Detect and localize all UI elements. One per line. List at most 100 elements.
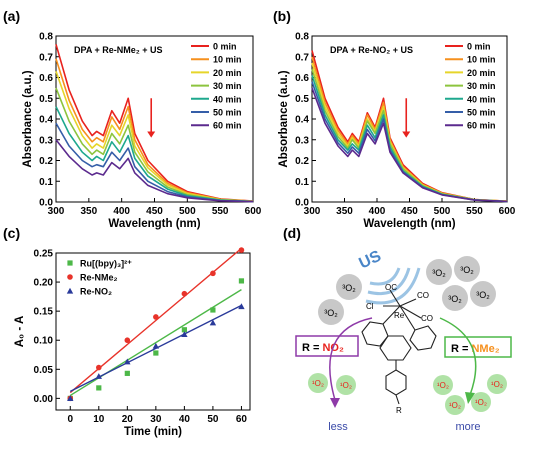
svg-text:¹O₂: ¹O₂ bbox=[491, 380, 503, 389]
y-tick-label: 0.00 bbox=[34, 394, 54, 405]
singlet-oxygen-right-2: ¹O₂ bbox=[487, 374, 507, 394]
data-point-circle bbox=[210, 270, 216, 277]
data-point-triangle bbox=[238, 303, 245, 310]
y-tick-label: 0.5 bbox=[295, 94, 309, 105]
legend-label: 0 min bbox=[467, 42, 491, 52]
x-tick-label: 350 bbox=[80, 206, 97, 217]
x-tick-label: 500 bbox=[434, 206, 451, 217]
x-tick-label: 50 bbox=[207, 414, 219, 425]
y-tick-label: 0.1 bbox=[39, 177, 53, 188]
legend-label: 50 min bbox=[213, 108, 242, 118]
triplet-oxygen-right-3: ³O₂ bbox=[442, 285, 468, 311]
more-label: more bbox=[455, 421, 480, 433]
x-tick-label: 40 bbox=[179, 414, 191, 425]
legend-label: Re-NO₂ bbox=[80, 287, 112, 297]
y-tick-label: 0.5 bbox=[39, 94, 53, 105]
legend-label: 60 min bbox=[213, 121, 242, 131]
series-line-60-min bbox=[311, 87, 508, 203]
decrease-arrow-head bbox=[147, 131, 156, 138]
svg-text:¹O₂: ¹O₂ bbox=[449, 401, 461, 410]
legend-label: Re-NMe₂ bbox=[80, 273, 118, 283]
metal-label: Re bbox=[394, 311, 405, 320]
purple-arrow bbox=[329, 317, 373, 401]
y-tick-label: 0.2 bbox=[39, 156, 53, 167]
x-tick-label: 400 bbox=[113, 206, 130, 217]
series-line-60-min bbox=[55, 139, 254, 203]
triplet-oxygen-right-1: ³O₂ bbox=[426, 259, 452, 285]
fit-line bbox=[69, 247, 242, 394]
x-tick-label: 550 bbox=[466, 206, 483, 217]
legend-label: 10 min bbox=[213, 55, 242, 65]
y-tick-label: 0.2 bbox=[295, 156, 309, 167]
y-tick-label: 0.6 bbox=[39, 73, 53, 84]
singlet-oxygen-right-4: ¹O₂ bbox=[471, 392, 491, 412]
series-line-50-min bbox=[55, 122, 254, 203]
r-nme2-box bbox=[444, 336, 512, 358]
ligand-cl-label: Cl bbox=[366, 302, 374, 311]
svg-text:³O₂: ³O₂ bbox=[342, 283, 356, 293]
legend-marker bbox=[67, 274, 73, 280]
fit-line bbox=[69, 289, 242, 397]
data-point-square bbox=[238, 278, 245, 284]
y-tick-label: 0.15 bbox=[34, 307, 54, 318]
kinetics-chart: 0 10 20 30 40 50 60 0.00 0.05 0.10 0.15 0.20 0.25 Tim… bbox=[14, 247, 251, 438]
r-no2-box bbox=[295, 335, 359, 357]
ultrasound-wave-2 bbox=[367, 267, 411, 295]
y-tick-label: 0.6 bbox=[295, 73, 309, 84]
x-tick-label: 550 bbox=[212, 206, 229, 217]
svg-text:³O₂: ³O₂ bbox=[432, 268, 446, 278]
data-point-triangle bbox=[124, 358, 131, 365]
x-tick-label: 450 bbox=[146, 206, 163, 217]
data-point-square bbox=[210, 307, 216, 313]
chart-title: DPA + Re-NO₂ + US bbox=[330, 45, 413, 55]
legend-label: 20 min bbox=[467, 68, 496, 78]
data-point-triangle bbox=[209, 319, 217, 326]
x-axis-label: Time (min) bbox=[124, 426, 182, 438]
data-point-triangle bbox=[152, 342, 160, 349]
x-tick-label: 10 bbox=[93, 414, 105, 425]
data-point-circle bbox=[124, 337, 131, 344]
panel-label-a: (a) bbox=[3, 8, 20, 24]
x-tick-label: 400 bbox=[369, 206, 386, 217]
legend-label: 30 min bbox=[213, 81, 242, 91]
svg-text:¹O₂: ¹O₂ bbox=[475, 398, 487, 407]
legend-label: 60 min bbox=[467, 121, 496, 131]
singlet-oxygen-right-3: ¹O₂ bbox=[445, 395, 465, 415]
x-axis-label: Wavelength (nm) bbox=[363, 218, 455, 230]
y-tick-label: 0.25 bbox=[34, 249, 54, 260]
plot-frame bbox=[55, 252, 251, 411]
series-line-20-min bbox=[55, 71, 254, 202]
data-point-triangle bbox=[95, 373, 102, 379]
x-tick-label: 0 bbox=[67, 414, 73, 425]
y-tick-label: 0.3 bbox=[39, 135, 53, 146]
y-axis-label: Absorbance (a.u.) bbox=[22, 70, 34, 167]
legend-label: 20 min bbox=[213, 68, 242, 78]
r-no2-label: R = NO₂ bbox=[302, 342, 344, 354]
x-tick-label: 350 bbox=[336, 206, 353, 217]
absorbance-chart-re-no2: 300 350 400 450 500 550 600 0.0 0.1 0.2 0.3 0.4 0.5 0… bbox=[278, 32, 516, 231]
green-arrow bbox=[439, 317, 477, 396]
data-point-triangle bbox=[181, 331, 188, 338]
data-point-circle bbox=[181, 290, 188, 297]
x-tick-label: 600 bbox=[499, 206, 516, 217]
y-axis-label: Absorbance (a.u.) bbox=[278, 70, 290, 167]
ligand-oc-label: OC bbox=[385, 283, 397, 292]
ultrasound-wave-1 bbox=[369, 267, 401, 286]
y-tick-label: 0.7 bbox=[39, 52, 53, 63]
green-arrow-head bbox=[465, 392, 475, 404]
ligand-co-right-label: CO bbox=[421, 314, 433, 323]
legend-label: 40 min bbox=[467, 94, 496, 104]
us-label: US bbox=[356, 248, 384, 273]
data-point-circle bbox=[95, 364, 102, 371]
x-tick-label: 500 bbox=[179, 206, 196, 217]
y-tick-label: 0.20 bbox=[34, 278, 54, 289]
rhenium-complex-structure bbox=[361, 289, 437, 405]
triplet-oxygen-right-4: ³O₂ bbox=[470, 281, 496, 307]
legend-marker bbox=[67, 260, 73, 266]
data-point-square bbox=[153, 350, 159, 356]
x-tick-label: 300 bbox=[48, 206, 65, 217]
data-point-square bbox=[124, 370, 130, 376]
legend-marker bbox=[66, 287, 74, 294]
series-line-40-min bbox=[55, 106, 254, 203]
svg-text:¹O₂: ¹O₂ bbox=[437, 381, 449, 390]
